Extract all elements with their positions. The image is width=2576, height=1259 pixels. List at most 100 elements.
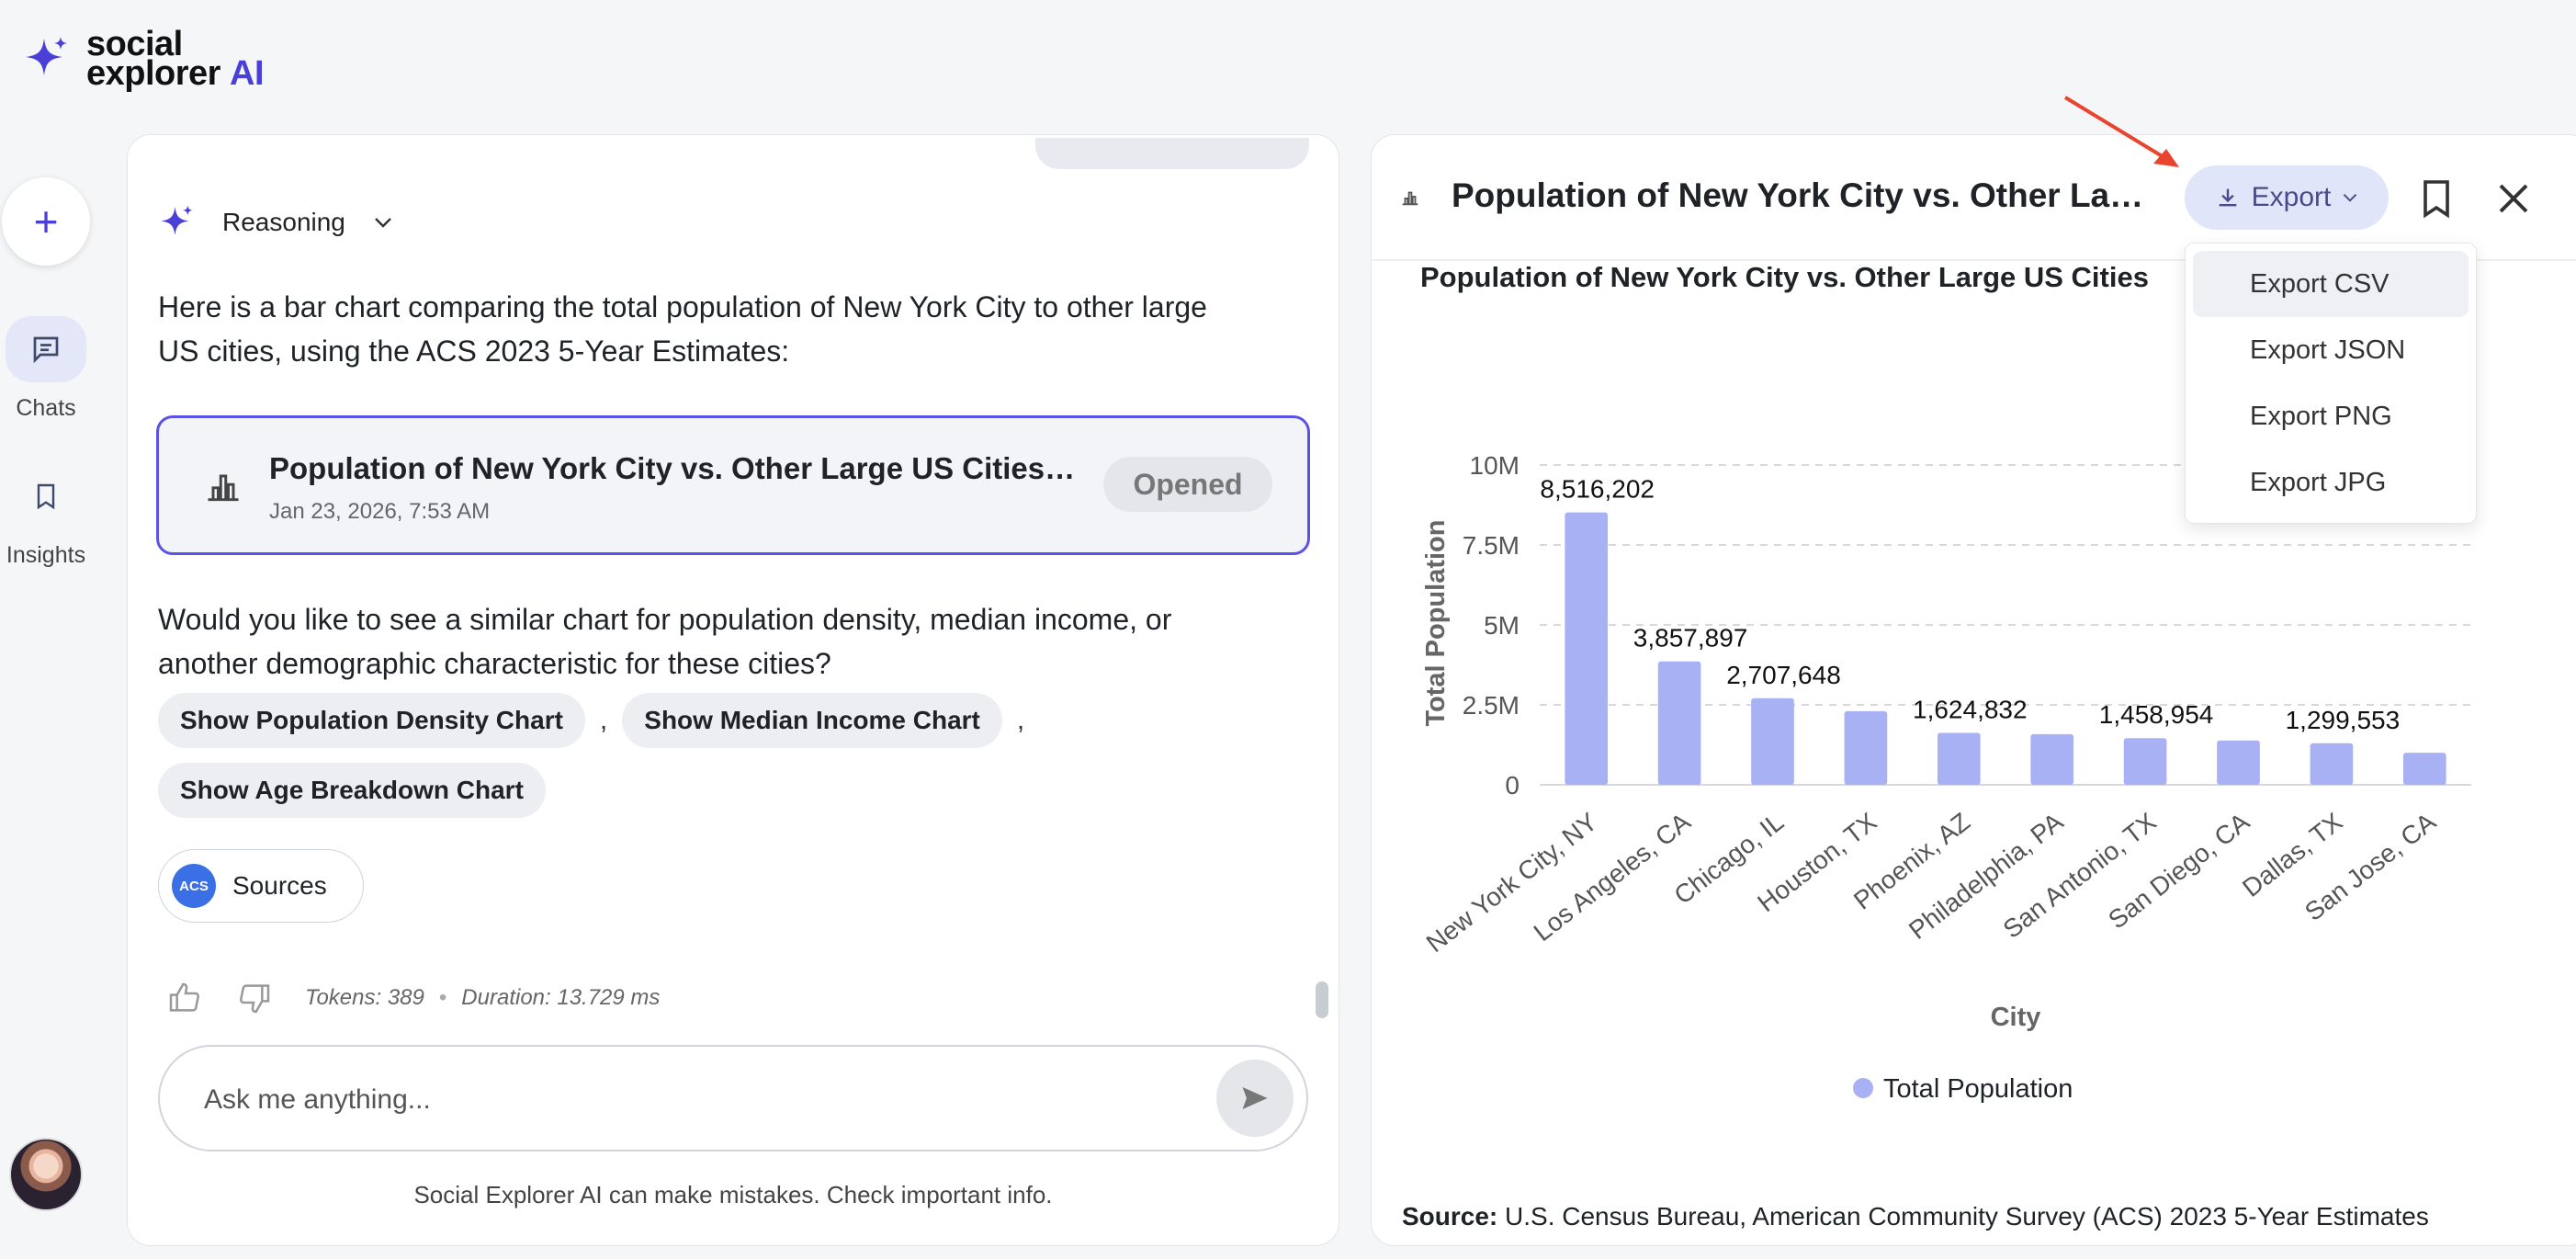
sparkle-logo-icon <box>26 37 67 75</box>
sidebar-item-insights[interactable]: Insights <box>0 463 92 569</box>
chart-bar[interactable] <box>2402 753 2446 785</box>
y-tick-label: 0 <box>1505 771 1520 800</box>
reasoning-label: Reasoning <box>222 208 345 236</box>
x-tick-label: San Antonio, TX <box>1998 807 2162 944</box>
bookmark-icon <box>6 463 86 529</box>
token-count: Tokens: 389 <box>305 985 424 1010</box>
export-json-item[interactable]: Export JSON <box>2250 335 2406 365</box>
chart-bar[interactable] <box>1937 732 1981 785</box>
disclaimer-text: Social Explorer AI can make mistakes. Ch… <box>413 1181 1053 1208</box>
sidebar-item-label: Insights <box>6 542 86 568</box>
chart-bar[interactable] <box>2030 733 2074 785</box>
export-png-item[interactable]: Export PNG <box>2250 401 2392 431</box>
download-icon <box>2219 188 2236 207</box>
acs-source-icon: ACS <box>172 864 216 908</box>
suggestion-row: Show Age Breakdown Chart <box>158 763 546 818</box>
export-jpg-item[interactable]: Export JPG <box>2250 467 2387 497</box>
brand-line-explorer: explorer <box>86 54 220 93</box>
data-label: 1,299,553 <box>2286 706 2401 734</box>
send-icon <box>1242 1087 1268 1109</box>
chart-bar[interactable] <box>1844 710 1888 785</box>
send-button[interactable] <box>1216 1060 1294 1137</box>
message-line: Would you like to see a similar chart fo… <box>158 603 1172 636</box>
sidebar-item-chats[interactable]: Chats <box>0 316 92 422</box>
chart-panel-title: Population of New York City vs. Other La… <box>1452 176 2150 214</box>
chart-bar[interactable] <box>2123 738 2167 785</box>
opened-badge[interactable]: Opened <box>1103 457 1272 512</box>
thumbs-down-icon[interactable] <box>235 980 274 1016</box>
message-line: Here is a bar chart comparing the total … <box>158 290 1207 323</box>
suggestion-chip[interactable]: Show Median Income Chart <box>622 693 1002 748</box>
artifact-date: Jan 23, 2026, 7:53 AM <box>269 499 491 524</box>
data-label: 2,707,648 <box>1726 661 1841 689</box>
export-menu: Export CSV Export JSON Export PNG Export… <box>2185 243 2477 524</box>
x-tick-label: Los Angeles, CA <box>1529 807 1696 947</box>
y-tick-label: 10M <box>1470 451 1520 480</box>
data-label: 1,624,832 <box>1913 695 2028 723</box>
plus-icon: + <box>33 198 59 245</box>
bar-chart-icon <box>208 474 239 502</box>
bar-chart-icon <box>1402 191 1418 206</box>
new-chat-button[interactable]: + <box>2 177 90 266</box>
assistant-message-followup: Would you like to see a similar chart fo… <box>158 597 1306 686</box>
chat-input-box <box>158 1045 1308 1151</box>
suggestion-chip[interactable]: Show Population Density Chart <box>158 693 585 748</box>
sparkle-icon <box>161 205 193 235</box>
sources-label: Sources <box>232 871 327 900</box>
message-line: another demographic characteristic for t… <box>158 647 831 680</box>
brand[interactable]: social explorer AI <box>22 25 265 91</box>
data-label: 3,857,897 <box>1633 624 1748 652</box>
avatar[interactable] <box>9 1138 83 1211</box>
annotation-arrow <box>2063 96 2179 167</box>
data-label: 8,516,202 <box>1540 475 1655 504</box>
chat-input[interactable] <box>204 1074 1178 1126</box>
previous-message-bubble <box>1035 138 1309 169</box>
y-axis-label: Total Population <box>1421 520 1451 727</box>
chart-bar[interactable] <box>1657 661 1701 785</box>
reasoning-toggle[interactable]: Reasoning <box>158 204 393 241</box>
chat-scrollbar-thumb[interactable] <box>1316 981 1328 1018</box>
message-line: US cities, using the ACS 2023 5-Year Est… <box>158 335 790 368</box>
x-tick-label: New York City, NY <box>1421 807 1603 958</box>
chart-bar[interactable] <box>1565 512 1609 785</box>
chart-source: Source: U.S. Census Bureau, American Com… <box>1402 1202 2429 1231</box>
suggestion-row: Show Population Density Chart , Show Med… <box>158 693 1024 748</box>
comma-separator: , <box>1016 705 1025 735</box>
legend-label: Total Population <box>1883 1074 2073 1104</box>
data-label: 1,458,954 <box>2099 700 2214 729</box>
sources-button[interactable]: ACS Sources <box>158 849 364 923</box>
brand-name: social explorer AI <box>86 25 265 91</box>
suggestion-chip[interactable]: Show Age Breakdown Chart <box>158 763 546 818</box>
chevron-down-icon <box>375 218 391 228</box>
bar-chart: 8,516,202 3,857,897 2,707,648 1,624,832 1,45… <box>1421 451 2471 1104</box>
response-duration: Duration: 13.729 ms <box>461 985 661 1010</box>
bookmark-icon[interactable] <box>2414 176 2458 221</box>
message-feedback-bar: Tokens: 389 • Duration: 13.729 ms <box>165 980 660 1016</box>
source-text: U.S. Census Bureau, American Community S… <box>1505 1202 2429 1231</box>
y-tick-label: 7.5M <box>1463 531 1520 560</box>
chart-bar[interactable] <box>1751 698 1794 785</box>
close-icon[interactable] <box>2491 176 2536 221</box>
x-axis-label: City <box>1991 1003 2041 1032</box>
brand-ai: AI <box>230 54 265 93</box>
chart-legend[interactable]: Total Population <box>1853 1074 2073 1104</box>
chart-title: Population of New York City vs. Other La… <box>1420 261 2149 293</box>
artifact-title: Population of New York City vs. Other La… <box>269 451 1078 485</box>
source-label: Source: <box>1402 1202 1498 1231</box>
header-divider <box>1371 259 2576 261</box>
chart-artifact-card[interactable]: Population of New York City vs. Other La… <box>156 415 1310 555</box>
export-csv-item[interactable]: Export CSV <box>2193 251 2469 317</box>
dot-separator: • <box>438 985 447 1010</box>
y-tick-label: 2.5M <box>1463 691 1520 720</box>
assistant-message-intro: Here is a bar chart comparing the total … <box>158 285 1306 373</box>
legend-swatch <box>1853 1078 1873 1098</box>
chart-bar[interactable] <box>2217 740 2260 785</box>
x-tick-label: Philadelphia, PA <box>1904 807 2069 945</box>
chart-bar[interactable] <box>2310 743 2354 785</box>
y-tick-label: 5M <box>1484 611 1520 640</box>
comma-separator: , <box>599 705 608 735</box>
thumbs-up-icon[interactable] <box>165 980 204 1016</box>
brand-line-social: social <box>86 25 183 63</box>
export-button[interactable]: Export <box>2185 165 2389 230</box>
chevron-down-icon <box>2344 194 2357 202</box>
